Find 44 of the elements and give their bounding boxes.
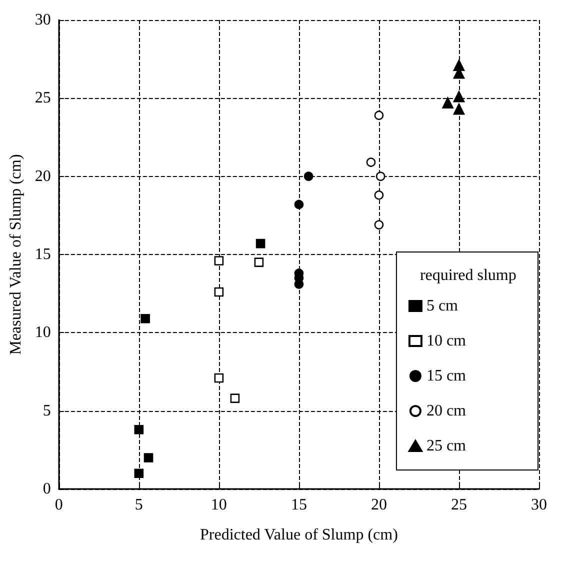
point (453, 90, 465, 102)
point (304, 172, 314, 181)
point (453, 103, 465, 115)
point (294, 280, 304, 289)
point (442, 97, 454, 109)
y-tick-label: 5 (42, 402, 51, 420)
legend-label: 15 cm (426, 368, 467, 384)
x-tick-label: 15 (290, 496, 307, 514)
legend-label: 5 cm (426, 298, 459, 314)
point (254, 258, 264, 267)
point (256, 238, 266, 248)
point (294, 200, 304, 210)
point (374, 190, 384, 200)
point (214, 287, 224, 297)
y-tick-label: 0 (42, 480, 51, 498)
y-tick-label: 15 (34, 246, 51, 263)
y-tick-label: 20 (34, 168, 51, 185)
point (214, 256, 224, 266)
x-axis-title: Predicted Value of Slump (cm) (200, 526, 398, 544)
point (134, 468, 144, 478)
x-tick-label: 5 (134, 496, 143, 514)
point (140, 314, 150, 324)
legend-label: 20 cm (426, 402, 467, 420)
point (374, 110, 384, 120)
point (214, 373, 224, 383)
y-axis-title: Measured Value of Slump (cm) (8, 154, 24, 355)
y-tick-label: 25 (34, 90, 51, 107)
point (230, 394, 240, 403)
legend-label: 25 cm (426, 438, 467, 454)
x-tick-label: 30 (531, 496, 547, 514)
legend-label: 10 cm (426, 332, 467, 350)
point (376, 172, 386, 181)
point (144, 453, 154, 462)
point (366, 158, 376, 167)
x-tick-label: 25 (450, 496, 467, 514)
point (374, 220, 384, 230)
x-tick-label: 20 (370, 496, 387, 514)
x-tick-label: 0 (54, 496, 63, 514)
point (134, 424, 144, 434)
x-tick-label: 10 (210, 496, 227, 514)
y-tick-label: 30 (34, 12, 51, 28)
y-tick-label: 10 (34, 324, 51, 342)
legend-title: required slump (420, 267, 516, 284)
point (453, 60, 465, 71)
